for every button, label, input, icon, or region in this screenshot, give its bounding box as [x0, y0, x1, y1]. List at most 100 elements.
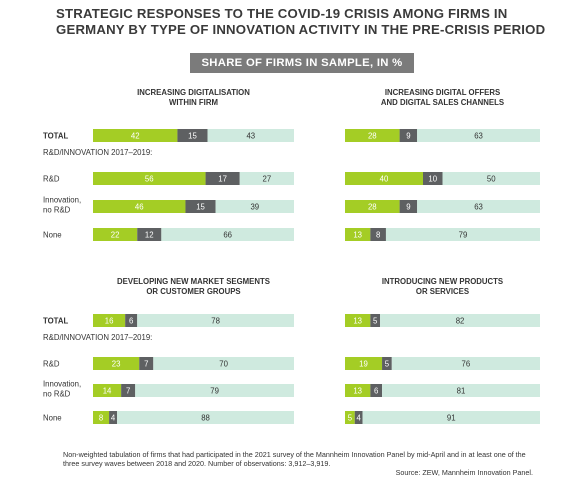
data-label: 5	[373, 317, 378, 326]
data-label: 13	[353, 231, 362, 240]
footnote: Non-weighted tabulation of firms that ha…	[63, 450, 533, 477]
data-label: 4	[111, 414, 116, 423]
panel-title-line: AND DIGITAL SALES CHANNELS	[381, 98, 504, 107]
bar-segment	[345, 172, 423, 185]
data-label: 23	[112, 360, 121, 369]
bar-segment	[382, 384, 540, 397]
data-label: 13	[353, 317, 362, 326]
data-label: 63	[474, 203, 483, 212]
unit-banner: SHARE OF FIRMS IN SAMPLE, IN %	[190, 53, 414, 73]
data-label: 81	[457, 387, 466, 396]
category-label: None	[43, 414, 62, 423]
bar-segment	[153, 357, 294, 370]
data-label: 40	[380, 175, 389, 184]
data-label: 50	[487, 175, 496, 184]
chart-title: STRATEGIC RESPONSES TO THE COVID-19 CRIS…	[56, 6, 546, 38]
category-label: no R&D	[43, 206, 71, 215]
bar-segment	[93, 314, 126, 327]
bar-segment	[382, 357, 392, 370]
bar-segment	[399, 129, 418, 142]
data-label: 78	[211, 317, 220, 326]
bar-segment	[93, 228, 138, 241]
data-label: 27	[263, 175, 272, 184]
data-label: 6	[374, 387, 378, 396]
title-line-2: GERMANY BY TYPE OF INNOVATION ACTIVITY I…	[56, 22, 546, 37]
bar-segment	[362, 411, 540, 424]
bar-segment	[417, 129, 540, 142]
bar-segment	[391, 357, 540, 370]
data-label: 63	[474, 132, 483, 141]
bar-segment	[417, 200, 540, 213]
data-label: 8	[376, 231, 380, 240]
panel-title-line: OR SERVICES	[416, 287, 469, 296]
data-label: 7	[144, 360, 148, 369]
data-label: 28	[368, 132, 377, 141]
data-label: 39	[250, 203, 259, 212]
bar-segment	[370, 384, 383, 397]
data-label: 7	[126, 387, 130, 396]
section-label: R&D/INNOVATION 2017–2019:	[43, 333, 152, 342]
data-label: 15	[188, 132, 197, 141]
bar-segment	[370, 228, 386, 241]
bar-segment	[177, 129, 208, 142]
source-note: Source: ZEW, Mannheim Innovation Panel.	[395, 468, 533, 477]
bar-segment	[370, 314, 381, 327]
bar-segment	[399, 200, 418, 213]
bar-segment	[380, 314, 540, 327]
bar-segment	[161, 228, 294, 241]
bar-segment	[93, 384, 122, 397]
bar-segment	[345, 411, 355, 424]
bar-segment	[442, 172, 540, 185]
data-label: 43	[246, 132, 255, 141]
data-label: 91	[447, 414, 456, 423]
data-label: 82	[456, 317, 465, 326]
section-label: R&D/INNOVATION 2017–2019:	[43, 148, 152, 157]
panel-title-line: INCREASING DIGITALISATION	[137, 88, 250, 97]
bar-segment	[139, 357, 154, 370]
data-label: 4	[356, 414, 361, 423]
data-label: 10	[428, 175, 437, 184]
bar-segment	[137, 314, 294, 327]
bar-segment	[345, 384, 371, 397]
data-label: 5	[385, 360, 390, 369]
footnote-text: Non-weighted tabulation of firms that ha…	[63, 450, 526, 468]
bar-segment	[121, 384, 136, 397]
bar-segment	[345, 357, 383, 370]
panel-title-line: DEVELOPING NEW MARKET SEGMENTS	[117, 277, 270, 286]
bar-segment	[205, 172, 240, 185]
data-label: 8	[99, 414, 103, 423]
category-label: TOTAL	[43, 317, 69, 326]
bar-segment	[137, 228, 162, 241]
bar-segment	[345, 314, 371, 327]
data-label: 9	[406, 203, 410, 212]
bar-segment	[185, 200, 216, 213]
data-label: 46	[135, 203, 144, 212]
bar-segment	[345, 129, 400, 142]
category-label: Innovation,	[43, 196, 81, 205]
bar-segment	[385, 228, 540, 241]
panel-title-line: OR CUSTOMER GROUPS	[146, 287, 240, 296]
bar-segment	[93, 357, 140, 370]
category-label: Innovation,	[43, 380, 81, 389]
data-label: 42	[131, 132, 140, 141]
category-label: R&D	[43, 360, 60, 369]
data-label: 9	[406, 132, 410, 141]
category-label: TOTAL	[43, 132, 69, 141]
bar-segment	[239, 172, 294, 185]
category-label: no R&D	[43, 390, 71, 399]
bar-segment	[109, 411, 118, 424]
data-label: 16	[105, 317, 114, 326]
data-label: 5	[348, 414, 353, 423]
data-label: 17	[218, 175, 227, 184]
bar-segment	[125, 314, 138, 327]
data-label: 28	[368, 203, 377, 212]
data-label: 56	[145, 175, 154, 184]
bar-segment	[345, 200, 400, 213]
data-label: 88	[201, 414, 210, 423]
data-label: 76	[462, 360, 471, 369]
data-label: 15	[196, 203, 205, 212]
bar-segment	[215, 200, 294, 213]
data-label: 79	[210, 387, 219, 396]
bar-segment	[354, 411, 363, 424]
